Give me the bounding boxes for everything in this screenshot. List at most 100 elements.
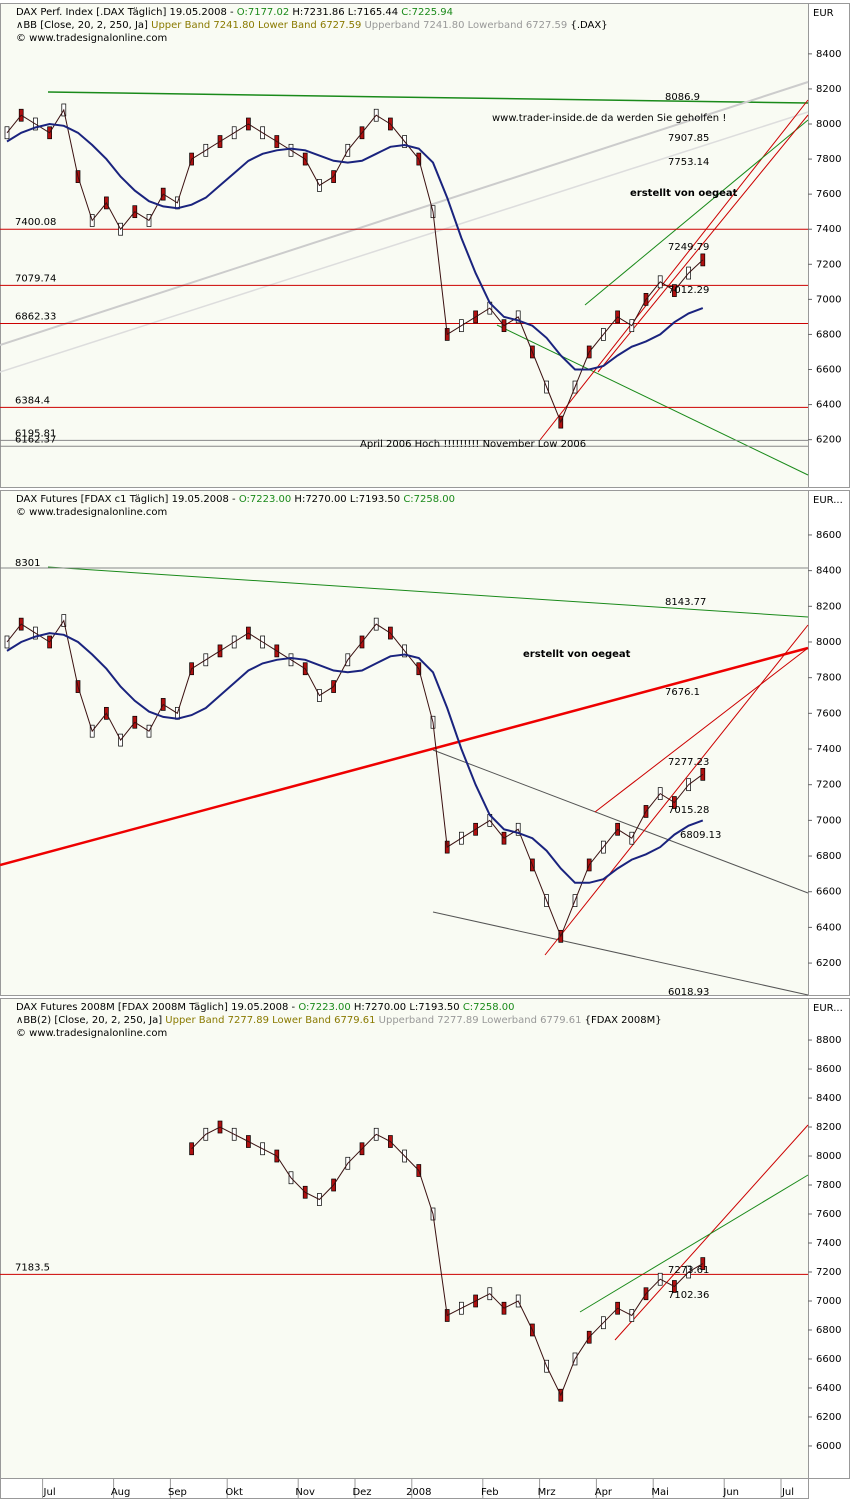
y-tick-label: 8600	[816, 530, 841, 541]
trend-line	[594, 647, 809, 813]
y-tick-label: 6600	[816, 1354, 841, 1365]
y-tick-label: 8200	[816, 601, 841, 612]
header-part: {.DAX}	[570, 20, 607, 31]
axis-area	[808, 998, 850, 1479]
plot-area	[0, 998, 809, 1479]
x-tick-label: Dez	[352, 1487, 371, 1498]
header-part: ∧BB [Close, 20, 2, 250, Ja]	[16, 20, 151, 31]
annotation: erstellt von oegeat	[630, 188, 738, 199]
x-tick-label: Nov	[295, 1487, 315, 1498]
header-part: DAX Perf. Index [.DAX Täglich] 19.05.200…	[16, 7, 237, 18]
header-part: H:7231.86 L:7165.44	[289, 7, 401, 18]
header-line: DAX Perf. Index [.DAX Täglich] 19.05.200…	[16, 7, 453, 18]
moving-average	[6, 122, 704, 371]
header-part: Upper Band 7277.89 Lower Band 6779.61	[165, 1015, 378, 1026]
annotation: 8143.77	[665, 597, 706, 608]
annotation: 7273.61	[668, 1265, 709, 1276]
header-part: H:7270.00 L:7193.50	[351, 1002, 463, 1013]
header-part: DAX Futures 2008M [FDAX 2008M Täglich] 1…	[16, 1002, 298, 1013]
y-tick-label: 7200	[816, 780, 841, 791]
x-tick-label: Jun	[722, 1487, 739, 1498]
axis-area	[808, 3, 850, 488]
trend-line	[584, 119, 809, 306]
y-tick-label: 7200	[816, 1267, 841, 1278]
annotation: 8301	[15, 558, 40, 569]
unit-label: EUR	[813, 8, 834, 19]
x-tick-label: Jul	[781, 1487, 794, 1498]
header-part: Upperband 7277.89 Lowerband 6779.61	[379, 1015, 585, 1026]
y-tick-label: 6800	[816, 851, 841, 862]
y-tick-label: 7400	[816, 1238, 841, 1249]
y-tick-label: 7000	[816, 815, 841, 826]
x-tick-label: Mai	[651, 1487, 669, 1498]
moving-average	[6, 632, 704, 884]
x-tick-label: Feb	[481, 1487, 499, 1498]
trend-line	[544, 624, 809, 956]
y-tick-label: 8000	[816, 1151, 841, 1162]
header-part: © www.tradesignalonline.com	[16, 507, 167, 518]
y-tick-label: 7800	[816, 1180, 841, 1191]
annotation: 7676.1	[665, 687, 700, 698]
trend-line	[0, 646, 809, 867]
annotation: 7012.29	[668, 285, 709, 296]
level-label: 7400.08	[15, 217, 56, 228]
y-tick-label: 7000	[816, 294, 841, 305]
y-tick-label: 6400	[816, 400, 841, 411]
annotation: www.trader-inside.de da werden Sie gehol…	[492, 113, 726, 124]
level-label: 7183.5	[15, 1262, 50, 1273]
header-part: DAX Futures [FDAX c1 Täglich] 19.05.2008…	[16, 494, 239, 505]
annotation: 7753.14	[668, 157, 709, 168]
header-line: © www.tradesignalonline.com	[16, 507, 167, 518]
header-line: © www.tradesignalonline.com	[16, 1028, 167, 1039]
y-tick-label: 6200	[816, 958, 841, 969]
header-part: C:7258.00	[463, 1002, 515, 1013]
x-tick-label: 2008	[406, 1487, 431, 1498]
x-tick-label: Aug	[111, 1487, 131, 1498]
annotation: 7015.28	[668, 805, 709, 816]
y-tick-label: 7400	[816, 744, 841, 755]
level-label: 7079.74	[15, 273, 56, 284]
y-tick-label: 6400	[816, 922, 841, 933]
header-part: Upper Band 7241.80 Lower Band 6727.59	[151, 20, 364, 31]
header-line: ∧BB [Close, 20, 2, 250, Ja] Upper Band 7…	[16, 20, 608, 31]
y-tick-label: 8400	[816, 49, 841, 60]
header-part: C:7258.00	[403, 494, 455, 505]
annotation: 7249.79	[668, 242, 709, 253]
unit-label: EUR...	[813, 495, 843, 506]
price-line	[6, 108, 704, 424]
header-part: H:7270.00 L:7193.50	[291, 494, 403, 505]
unit-label: EUR...	[813, 1003, 843, 1014]
header-line: DAX Futures [FDAX c1 Täglich] 19.05.2008…	[16, 494, 455, 505]
y-tick-label: 7000	[816, 1296, 841, 1307]
header-part: ∧BB(2) [Close, 20, 2, 250, Ja]	[16, 1015, 165, 1026]
y-tick-label: 6800	[816, 1325, 841, 1336]
annotation: 7907.85	[668, 133, 709, 144]
level-label: 6162.37	[15, 434, 56, 445]
header-part: O:7223.00	[239, 494, 291, 505]
y-tick-label: 6200	[816, 1412, 841, 1423]
header-part: C:7225.94	[401, 7, 453, 18]
level-label: 6384.4	[15, 395, 50, 406]
y-tick-label: 8400	[816, 1093, 841, 1104]
level-label: 6195.81	[15, 428, 56, 439]
annotation: erstellt von oegeat	[523, 649, 631, 660]
y-tick-label: 8800	[816, 1035, 841, 1046]
trend-line	[47, 566, 809, 618]
y-tick-label: 6400	[816, 1383, 841, 1394]
header-line: DAX Futures 2008M [FDAX 2008M Täglich] 1…	[16, 1002, 515, 1013]
header-part: © www.tradesignalonline.com	[16, 1028, 167, 1039]
y-tick-label: 6200	[816, 435, 841, 446]
trend-line	[432, 749, 809, 894]
y-tick-label: 6600	[816, 887, 841, 898]
x-tick-label: Mrz	[538, 1487, 556, 1498]
trend-line	[496, 324, 809, 476]
y-tick-label: 7800	[816, 154, 841, 165]
axis-area	[808, 490, 850, 996]
y-tick-label: 6000	[816, 1441, 841, 1452]
annotation: 7277.23	[668, 757, 709, 768]
annotation: April 2006 Hoch !!!!!!!!! November Low 2…	[360, 439, 586, 450]
price-line	[191, 1126, 704, 1397]
y-tick-label: 7200	[816, 259, 841, 270]
y-tick-label: 6800	[816, 329, 841, 340]
